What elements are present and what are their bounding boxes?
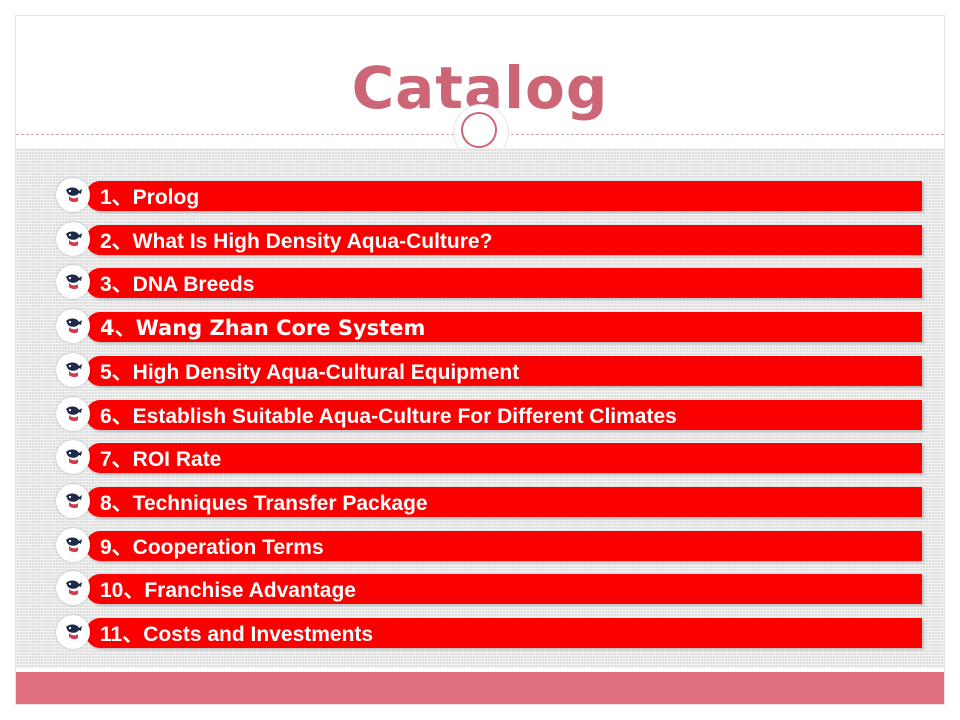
catalog-item[interactable]: 2、What Is High Density Aqua-Culture? bbox=[56, 222, 928, 256]
fish-icon bbox=[56, 484, 90, 518]
fish-icon bbox=[56, 528, 90, 562]
catalog-item-label: 11、Costs and Investments bbox=[100, 623, 374, 646]
catalog-item[interactable]: 1、Prolog bbox=[56, 178, 928, 212]
catalog-item[interactable]: 6、Establish Suitable Aqua-Culture For Di… bbox=[56, 397, 928, 431]
catalog-item-label: 9、Cooperation Terms bbox=[100, 536, 324, 559]
fish-icon bbox=[56, 309, 90, 343]
footer-bar bbox=[16, 672, 944, 704]
catalog-item-label: 2、What Is High Density Aqua-Culture? bbox=[100, 230, 493, 253]
catalog-item-bar: 11、Costs and Investments bbox=[86, 618, 922, 648]
catalog-item-label: 6、Establish Suitable Aqua-Culture For Di… bbox=[100, 405, 677, 428]
catalog-item[interactable]: 3、DNA Breeds bbox=[56, 265, 928, 299]
catalog-item[interactable]: 5、High Density Aqua-Cultural Equipment bbox=[56, 353, 928, 387]
fish-icon bbox=[56, 615, 90, 649]
catalog-item-bar: 7、ROI Rate bbox=[86, 443, 922, 473]
catalog-item-label: 7、ROI Rate bbox=[100, 448, 222, 471]
catalog-item-bar: 5、High Density Aqua-Cultural Equipment bbox=[86, 356, 922, 386]
fish-icon bbox=[56, 178, 90, 212]
catalog-item-bar: 6、Establish Suitable Aqua-Culture For Di… bbox=[86, 400, 922, 430]
fish-icon bbox=[56, 440, 90, 474]
fish-icon bbox=[56, 571, 90, 605]
catalog-item-bar: 4、Wang Zhan Core System bbox=[86, 312, 922, 342]
catalog-item-label: 1、Prolog bbox=[100, 186, 200, 209]
catalog-item[interactable]: 7、ROI Rate bbox=[56, 440, 928, 474]
fish-icon bbox=[56, 353, 90, 387]
fish-icon bbox=[56, 397, 90, 431]
catalog-item-bar: 2、What Is High Density Aqua-Culture? bbox=[86, 225, 922, 255]
fish-icon bbox=[56, 265, 90, 299]
fish-icon bbox=[56, 222, 90, 256]
catalog-item-bar: 10、Franchise Advantage bbox=[86, 574, 922, 604]
catalog-item[interactable]: 11、Costs and Investments bbox=[56, 615, 928, 649]
catalog-item-bar: 3、DNA Breeds bbox=[86, 268, 922, 298]
catalog-item-label: 10、Franchise Advantage bbox=[100, 579, 356, 602]
catalog-item-bar: 1、Prolog bbox=[86, 181, 922, 211]
catalog-item-label: 4、Wang Zhan Core System bbox=[100, 316, 426, 340]
catalog-item[interactable]: 8、Techniques Transfer Package bbox=[56, 484, 928, 518]
catalog-item-label: 8、Techniques Transfer Package bbox=[100, 492, 428, 515]
catalog-item[interactable]: 9、Cooperation Terms bbox=[56, 528, 928, 562]
catalog-item-label: 5、High Density Aqua-Cultural Equipment bbox=[100, 361, 520, 384]
catalog-item[interactable]: 4、Wang Zhan Core System bbox=[56, 309, 928, 343]
slide: Catalog 1、Prolog 2、What Is High Density … bbox=[16, 16, 944, 704]
catalog-item-label: 3、DNA Breeds bbox=[100, 273, 255, 296]
catalog-item-bar: 8、Techniques Transfer Package bbox=[86, 487, 922, 517]
catalog-item[interactable]: 10、Franchise Advantage bbox=[56, 571, 928, 605]
catalog-item-bar: 9、Cooperation Terms bbox=[86, 531, 922, 561]
